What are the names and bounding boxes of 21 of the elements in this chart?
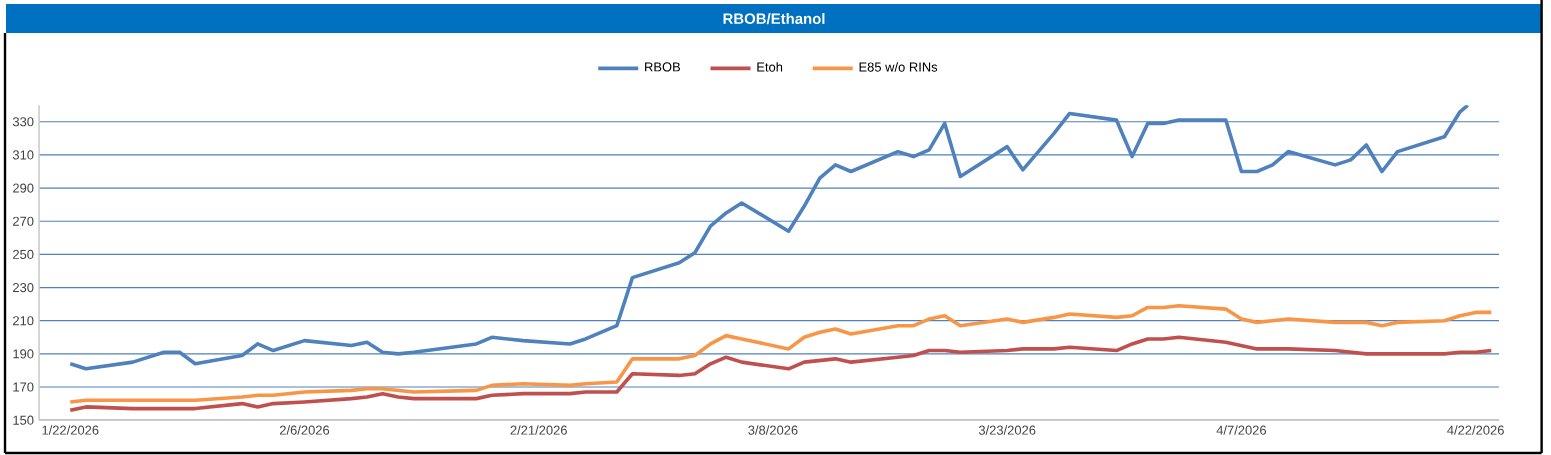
y-tick-label: 230 <box>13 282 34 293</box>
y-tick-label: 290 <box>13 183 34 193</box>
x-tick-label: 4/22/2026 <box>1447 425 1504 435</box>
x-tick-label: 3/23/2026 <box>978 425 1036 435</box>
y-tick-label: 190 <box>13 349 34 359</box>
x-tick-label: 2/21/2026 <box>510 425 567 435</box>
chart-title: RBOB/Ethanol <box>723 13 825 25</box>
y-tick-label: 250 <box>13 249 34 259</box>
y-tick-label: 330 <box>12 117 34 127</box>
x-tick-label: 1/22/2026 <box>42 425 99 435</box>
y-tick-label: 170 <box>13 382 34 392</box>
legend-label: Etoh <box>757 62 783 72</box>
x-tick-label: 2/6/2026 <box>279 425 330 435</box>
y-tick-label: 210 <box>13 316 34 326</box>
y-tick-label: 150 <box>13 415 34 425</box>
legend-label: E85 w/o RINs <box>859 62 938 72</box>
x-tick-label: 4/7/2026 <box>1216 425 1267 435</box>
x-tick-label: 3/8/2026 <box>748 425 798 435</box>
legend-label: RBOB <box>645 62 681 72</box>
y-tick-label: 310 <box>12 150 34 160</box>
y-tick-label: 270 <box>13 216 34 226</box>
